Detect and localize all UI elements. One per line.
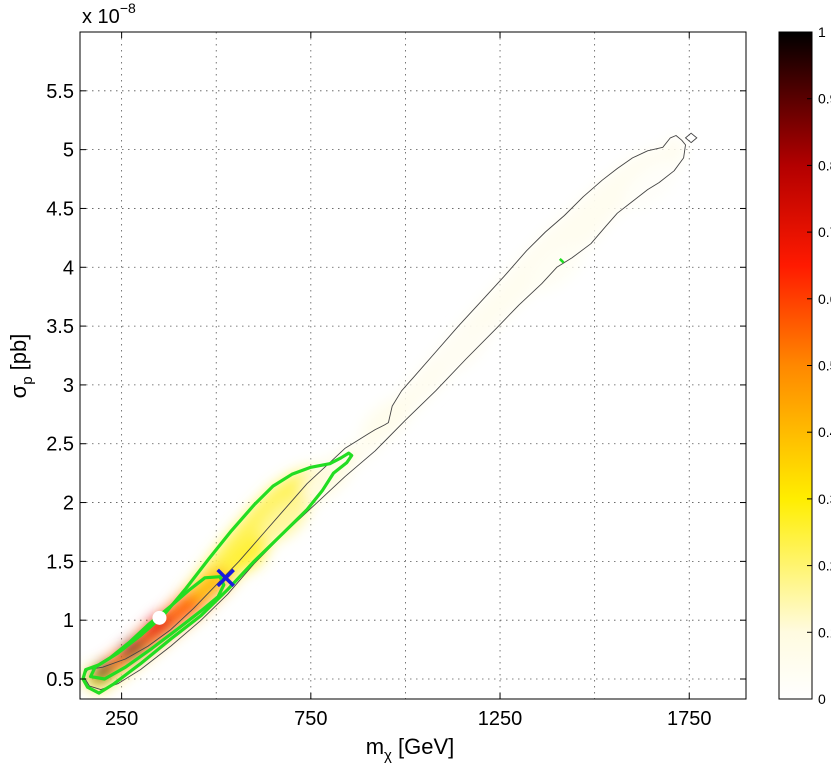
colorbar-tick-label: 0.2 (818, 558, 831, 574)
contour-gray-islet (684, 132, 698, 144)
y-tick-label: 1 (63, 610, 74, 632)
y-tick-label: 3 (63, 375, 74, 397)
colorbar-ticks: 0 0.1 0.2 0.3 0.4 0.5 0.6 0.7 0.8 0.9 1 (807, 24, 831, 707)
plot-frame (79, 31, 747, 700)
colorbar-tick-label: 0.5 (818, 358, 831, 374)
contour-green-islet (558, 258, 565, 264)
colorbar-tick-label: 0.8 (818, 157, 831, 173)
colorbar-tick-label: 1 (818, 24, 826, 40)
y-multiplier: x 10−8 (82, 0, 136, 28)
colorbar-tick-label: 0.6 (818, 291, 831, 307)
y-tick-label: 2.5 (46, 434, 74, 456)
colorbar-tick-label: 0.4 (818, 424, 831, 440)
y-tick-label: 3.5 (46, 316, 74, 338)
best-fit-marker (216, 568, 235, 588)
y-tick-label: 1.5 (46, 551, 74, 573)
density-ridge-point (260, 498, 309, 542)
density-ridge-point (119, 637, 147, 662)
colorbar-tick-label: 0 (818, 691, 826, 707)
x-axis-ticks: 250 750 1250 1750 (105, 32, 712, 730)
best-fit-marker-stroke (216, 568, 235, 588)
y-tick-label: 5 (63, 140, 74, 162)
x-tick-label: 750 (294, 708, 327, 730)
colorbar-tick-label: 0.7 (818, 224, 831, 240)
y-tick-label: 2 (63, 493, 74, 515)
contour-95-outer-gray (83, 135, 686, 691)
colorbar-tick-label: 0.9 (818, 91, 831, 107)
contour-green-inner (89, 575, 226, 681)
x-axis-label: mχ [GeV] (366, 734, 455, 764)
marker-layer (152, 568, 235, 625)
y-axis-ticks: 0.5 1 1.5 2 2.5 3 3.5 4 4.5 5 5.5 (46, 81, 746, 691)
density-ridge-point (436, 326, 489, 373)
colorbar-tick-label: 0.3 (818, 491, 831, 507)
x-tick-label: 1750 (667, 708, 712, 730)
y-axis-label: σp [pb] (6, 334, 36, 399)
colorbar (778, 31, 813, 700)
x-tick-label: 1250 (478, 708, 523, 730)
x-tick-label: 250 (105, 708, 138, 730)
y-tick-label: 4.5 (46, 198, 74, 220)
mean-marker (152, 610, 167, 625)
y-tick-label: 4 (63, 257, 74, 279)
y-tick-label: 0.5 (46, 669, 74, 691)
density-ridge-point (360, 397, 413, 444)
colorbar-tick-label: 0.1 (818, 624, 831, 640)
density-ridge-point (144, 612, 175, 640)
y-tick-label: 5.5 (46, 81, 74, 103)
